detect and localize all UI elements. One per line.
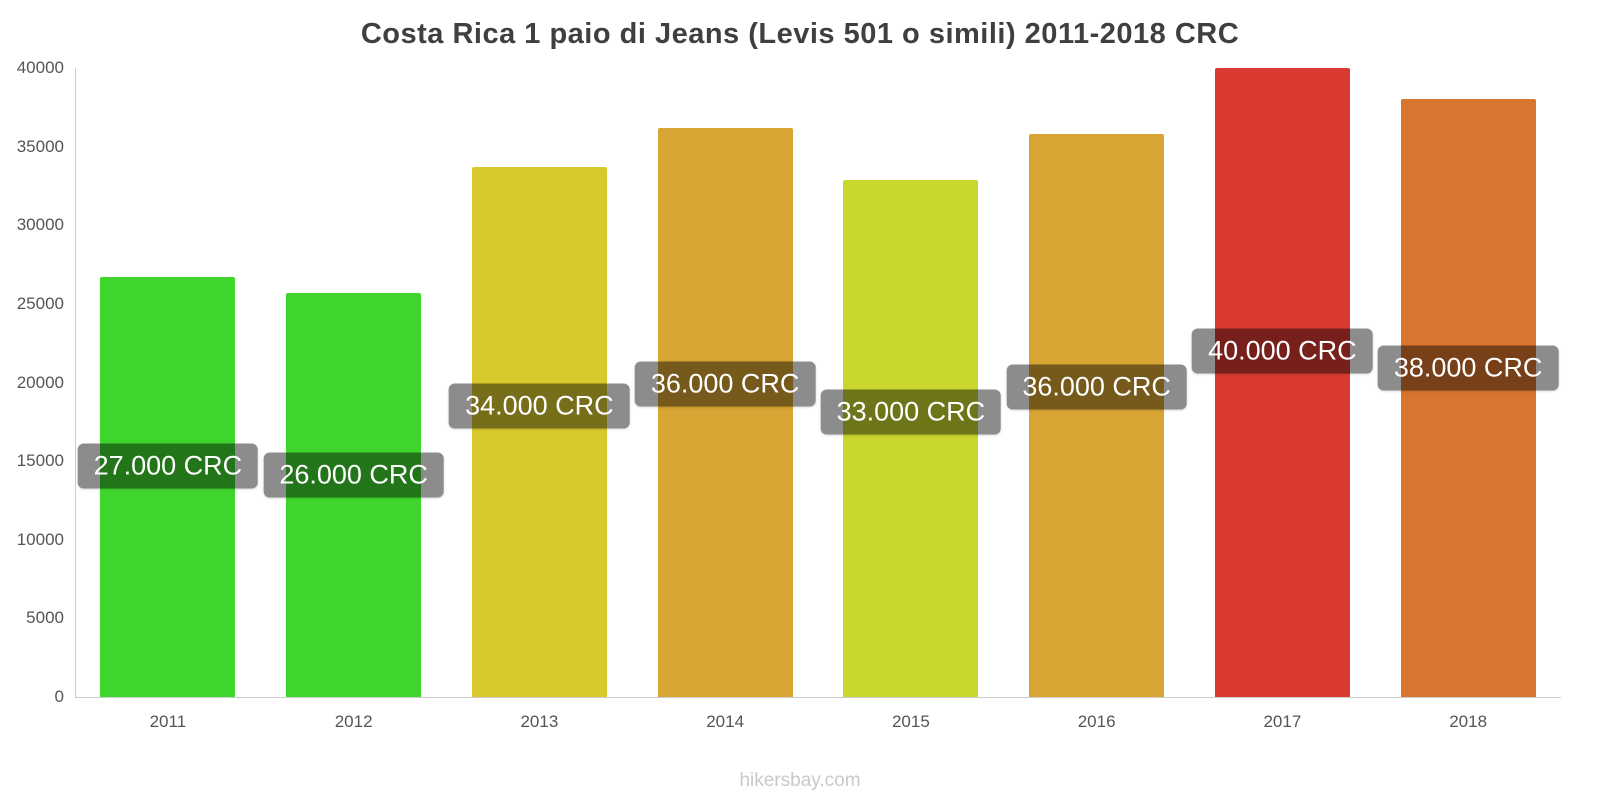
x-axis-line [75, 697, 1561, 698]
watermark-text: hikersbay.com [739, 770, 861, 791]
y-axis-tick-label: 30000 [16, 215, 64, 235]
bar-2013 [471, 167, 607, 697]
bar-2018 [1400, 99, 1536, 697]
y-axis-tick-label: 0 [54, 687, 64, 706]
bar-value-label: 27.000 CRC [77, 443, 259, 489]
x-axis-tick-label: 2017 [1263, 712, 1302, 731]
y-axis-tick-label: 35000 [16, 136, 64, 156]
bar-2014 [657, 127, 793, 697]
x-axis-tick-label: 2018 [1449, 712, 1488, 731]
y-axis-tick-label: 15000 [16, 451, 64, 471]
x-axis-tick-label: 2011 [149, 712, 187, 731]
bar-value-label: 36.000 CRC [634, 361, 816, 407]
bar-value-label: 26.000 CRC [263, 452, 444, 498]
y-axis-tick-label: 25000 [16, 293, 64, 313]
y-axis-tick-label: 5000 [26, 608, 64, 628]
bar-2012 [286, 292, 422, 697]
bar-2011 [100, 277, 236, 697]
y-axis-tick-label: 40000 [16, 58, 64, 77]
x-axis-tick-label: 2013 [520, 712, 559, 731]
bar-2017 [1214, 68, 1350, 697]
x-axis-tick-label: 2016 [1077, 712, 1116, 731]
bar-2016 [1029, 134, 1165, 697]
bar-value-label: 40.000 CRC [1192, 328, 1373, 374]
y-axis-tick-label: 10000 [16, 529, 64, 549]
bar-value-label: 34.000 CRC [449, 383, 630, 429]
chart-title: Costa Rica 1 paio di Jeans (Levis 501 o … [360, 18, 1240, 50]
bar-2015 [843, 179, 979, 697]
bar-value-label: 38.000 CRC [1377, 345, 1559, 391]
y-axis-tick-label: 20000 [16, 372, 64, 392]
y-axis-line [75, 68, 76, 698]
x-axis-tick-label: 2014 [706, 712, 745, 731]
bar-value-label: 33.000 CRC [820, 389, 1002, 435]
x-axis-tick-label: 2015 [891, 712, 930, 731]
x-axis-tick-label: 2012 [334, 712, 373, 731]
bar-value-label: 36.000 CRC [1006, 364, 1187, 410]
